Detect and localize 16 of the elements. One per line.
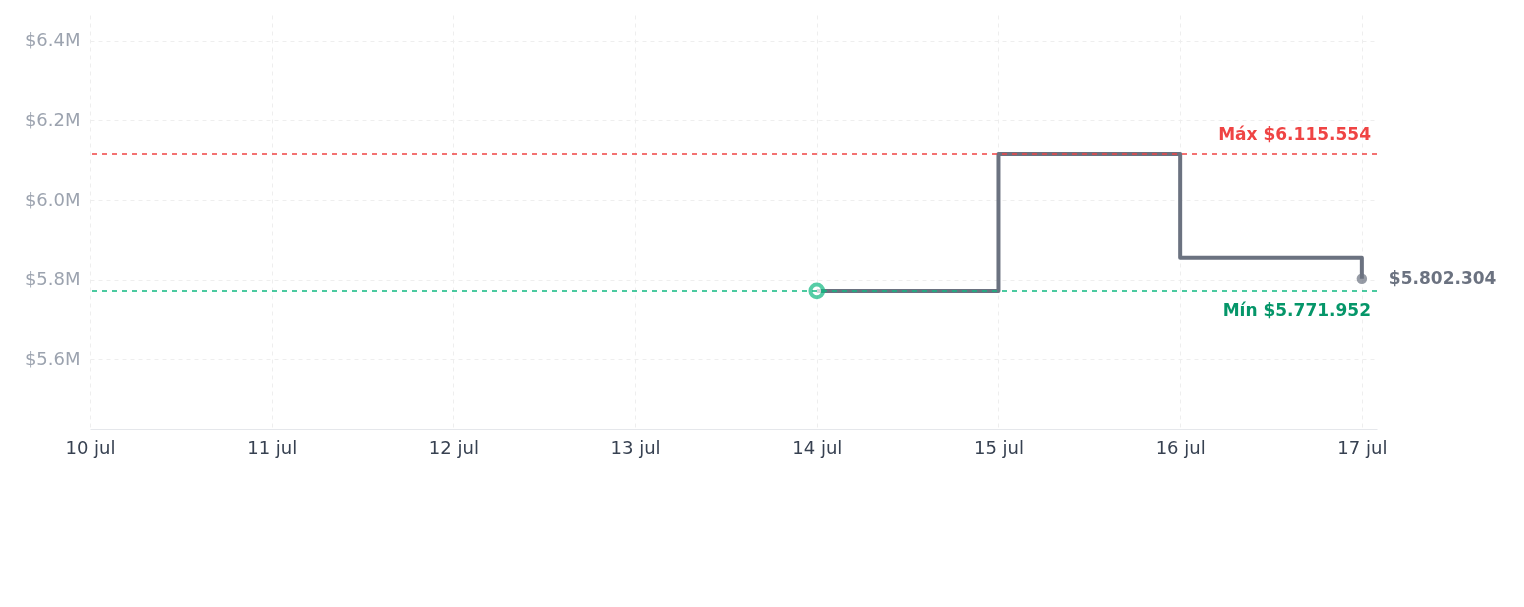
y-tick-label: $5.8M — [24, 268, 81, 290]
ref-line-label: Mín $5.771.952 — [1222, 299, 1371, 320]
x-tick-label: 11 jul — [247, 436, 298, 458]
x-tick-label: 10 jul — [65, 436, 116, 458]
x-tick-label: 16 jul — [1155, 436, 1206, 458]
y-tick-label: $6.4M — [24, 29, 81, 51]
y-tick-label: $6.0M — [24, 188, 81, 210]
x-tick-label: 14 jul — [792, 436, 843, 458]
x-tick-label: 13 jul — [610, 436, 661, 458]
x-tick-label: 12 jul — [428, 436, 479, 458]
x-tick-label: 15 jul — [973, 436, 1024, 458]
ref-line-label: Máx $6.115.554 — [1218, 124, 1372, 145]
y-tick-label: $5.6M — [24, 347, 81, 369]
x-tick-label: 17 jul — [1337, 436, 1388, 458]
annotation: $5.802.304 — [1388, 267, 1497, 288]
y-tick-label: $6.2M — [24, 108, 81, 130]
